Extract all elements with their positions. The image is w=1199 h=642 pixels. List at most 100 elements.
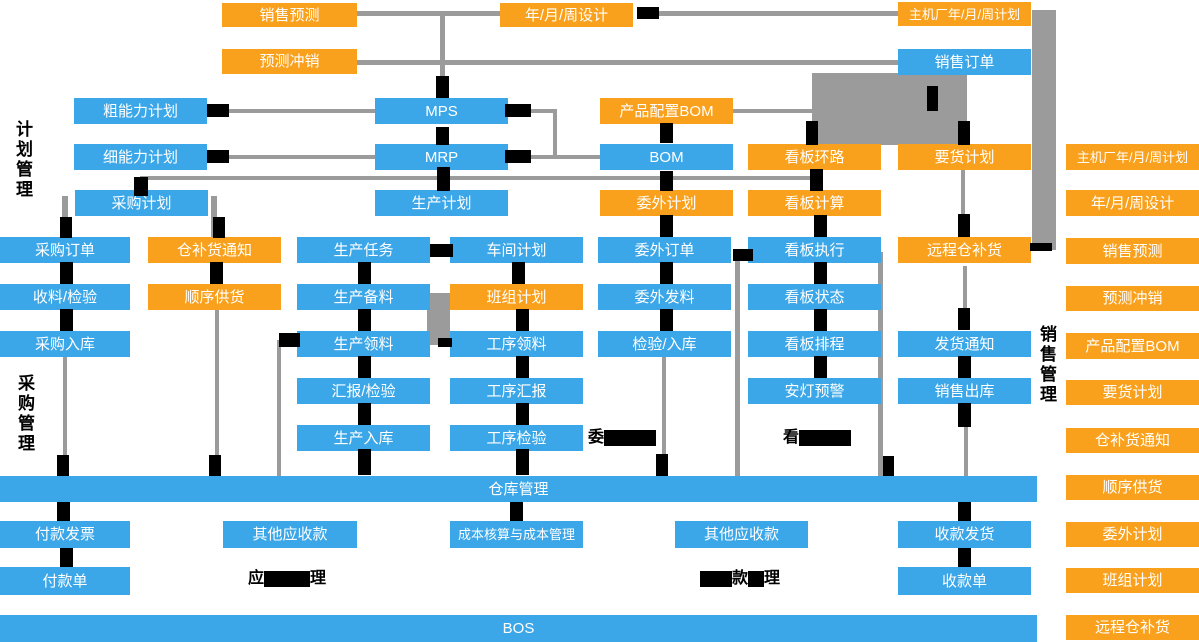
diagram-node: 生产入库 bbox=[297, 425, 430, 451]
diagram-node: 付款发票 bbox=[0, 521, 130, 548]
connector-black-stub bbox=[958, 502, 971, 521]
connector-black-stub bbox=[958, 356, 971, 378]
connector-gray-shape bbox=[1032, 10, 1056, 250]
connector-black-stub bbox=[436, 76, 449, 98]
connector-black-stub bbox=[656, 454, 668, 476]
diagram-node: 远程仓补货 bbox=[898, 237, 1031, 263]
diagram-node: 工序领料 bbox=[450, 331, 583, 357]
connector-gray-shape bbox=[963, 266, 967, 328]
diagram-node: 主机厂年/月/周计划 bbox=[1066, 144, 1199, 170]
diagram-node: 车间计划 bbox=[450, 237, 583, 263]
diagram-node: 销售订单 bbox=[898, 49, 1031, 75]
diagram-node: 要货计划 bbox=[898, 144, 1031, 170]
connector-gray-shape bbox=[553, 109, 557, 159]
connector-black-stub bbox=[57, 502, 70, 521]
diagram-node: 付款单 bbox=[0, 567, 130, 595]
connector-black-stub bbox=[437, 167, 450, 191]
connector-black-stub bbox=[60, 309, 73, 331]
connector-black-stub bbox=[637, 7, 659, 19]
connector-gray-shape bbox=[662, 357, 666, 476]
diagram-node: 生产任务 bbox=[297, 237, 430, 263]
redacted-section-label: 款理 bbox=[700, 570, 780, 588]
connector-black-stub bbox=[358, 403, 371, 425]
connector-black-stub bbox=[207, 150, 229, 163]
redaction-bar bbox=[700, 571, 732, 587]
label-fragment: 委 bbox=[588, 429, 605, 446]
connector-gray-shape bbox=[440, 13, 445, 78]
connector-gray-shape bbox=[207, 155, 375, 159]
connector-gray-shape bbox=[215, 310, 219, 476]
label-fragment: 理 bbox=[310, 570, 327, 587]
connector-black-stub bbox=[958, 121, 970, 145]
connector-black-stub bbox=[958, 308, 970, 330]
label-fragment: 应 bbox=[248, 570, 265, 587]
connector-black-stub bbox=[516, 356, 529, 378]
connector-black-stub bbox=[207, 104, 229, 117]
diagram-node: 其他应收款 bbox=[675, 521, 808, 548]
connector-gray-shape bbox=[964, 404, 968, 476]
connector-black-stub bbox=[883, 456, 894, 476]
connector-black-stub bbox=[436, 127, 449, 145]
diagram-node: 工序汇报 bbox=[450, 378, 583, 404]
diagram-node: 预测冲销 bbox=[222, 49, 357, 74]
diagram-node: 粗能力计划 bbox=[74, 98, 207, 124]
diagram-node: 年/月/周设计 bbox=[500, 3, 633, 27]
diagram-node: BOM bbox=[600, 144, 733, 170]
diagram-node: 委外订单 bbox=[598, 237, 731, 263]
diagram-node: 预测冲销 bbox=[1066, 286, 1199, 311]
diagram-node: 生产计划 bbox=[375, 190, 508, 216]
connector-black-stub bbox=[733, 249, 753, 261]
diagram-node: 委外发料 bbox=[598, 284, 731, 310]
diagram-node: 生产领料 bbox=[297, 331, 430, 357]
connector-black-stub bbox=[134, 177, 148, 196]
diagram-node: 看板排程 bbox=[748, 331, 881, 357]
connector-gray-shape bbox=[878, 252, 883, 476]
diagram-node: 仓补货通知 bbox=[1066, 428, 1199, 453]
connector-gray-shape bbox=[427, 293, 450, 345]
section-side-label: 计划管理 bbox=[13, 120, 32, 200]
diagram-node: 班组计划 bbox=[1066, 568, 1199, 593]
connector-black-stub bbox=[505, 150, 531, 163]
connector-black-stub bbox=[814, 356, 827, 378]
connector-black-stub bbox=[516, 403, 529, 425]
diagram-node: 发货通知 bbox=[898, 331, 1031, 357]
diagram-node: BOS bbox=[0, 615, 1037, 642]
diagram-node: 采购计划 bbox=[75, 190, 208, 216]
redacted-section-label: 委 bbox=[588, 429, 657, 447]
connector-black-stub bbox=[60, 217, 72, 238]
diagram-node: 其他应收款 bbox=[223, 521, 357, 548]
diagram-node: 顺序供货 bbox=[148, 284, 281, 310]
connector-black-stub bbox=[927, 86, 938, 111]
connector-black-stub bbox=[430, 244, 453, 257]
connector-black-stub bbox=[279, 333, 300, 347]
connector-black-stub bbox=[814, 309, 827, 331]
diagram-node: 采购订单 bbox=[0, 237, 130, 263]
connector-gray-shape bbox=[508, 155, 600, 159]
connector-gray-shape bbox=[355, 11, 500, 16]
diagram-node: 要货计划 bbox=[1066, 380, 1199, 405]
redaction-bar bbox=[604, 430, 657, 446]
diagram-node: 成本核算与成本管理 bbox=[450, 521, 583, 548]
connector-black-stub bbox=[358, 356, 371, 378]
diagram-node: 产品配置BOM bbox=[600, 98, 733, 124]
diagram-node: 销售预测 bbox=[222, 3, 357, 27]
redaction-bar bbox=[799, 430, 852, 446]
diagram-node: 看板环路 bbox=[748, 144, 881, 170]
diagram-node: 远程仓补货 bbox=[1066, 615, 1199, 640]
connector-black-stub bbox=[57, 455, 69, 476]
diagram-node: 班组计划 bbox=[450, 284, 583, 310]
diagram-node: 销售预测 bbox=[1066, 238, 1199, 264]
connector-black-stub bbox=[358, 449, 371, 475]
connector-black-stub bbox=[60, 548, 73, 567]
redaction-bar bbox=[748, 571, 765, 587]
connector-black-stub bbox=[358, 262, 371, 284]
diagram-node: 仓库管理 bbox=[0, 476, 1037, 502]
diagram-node: 工序检验 bbox=[450, 425, 583, 451]
label-fragment: 理 bbox=[764, 570, 781, 587]
diagram-node: 汇报/检验 bbox=[297, 378, 430, 404]
connector-gray-shape bbox=[207, 109, 375, 113]
connector-gray-shape bbox=[508, 109, 557, 113]
diagram-node: 委外计划 bbox=[1066, 522, 1199, 547]
connector-black-stub bbox=[516, 309, 529, 331]
